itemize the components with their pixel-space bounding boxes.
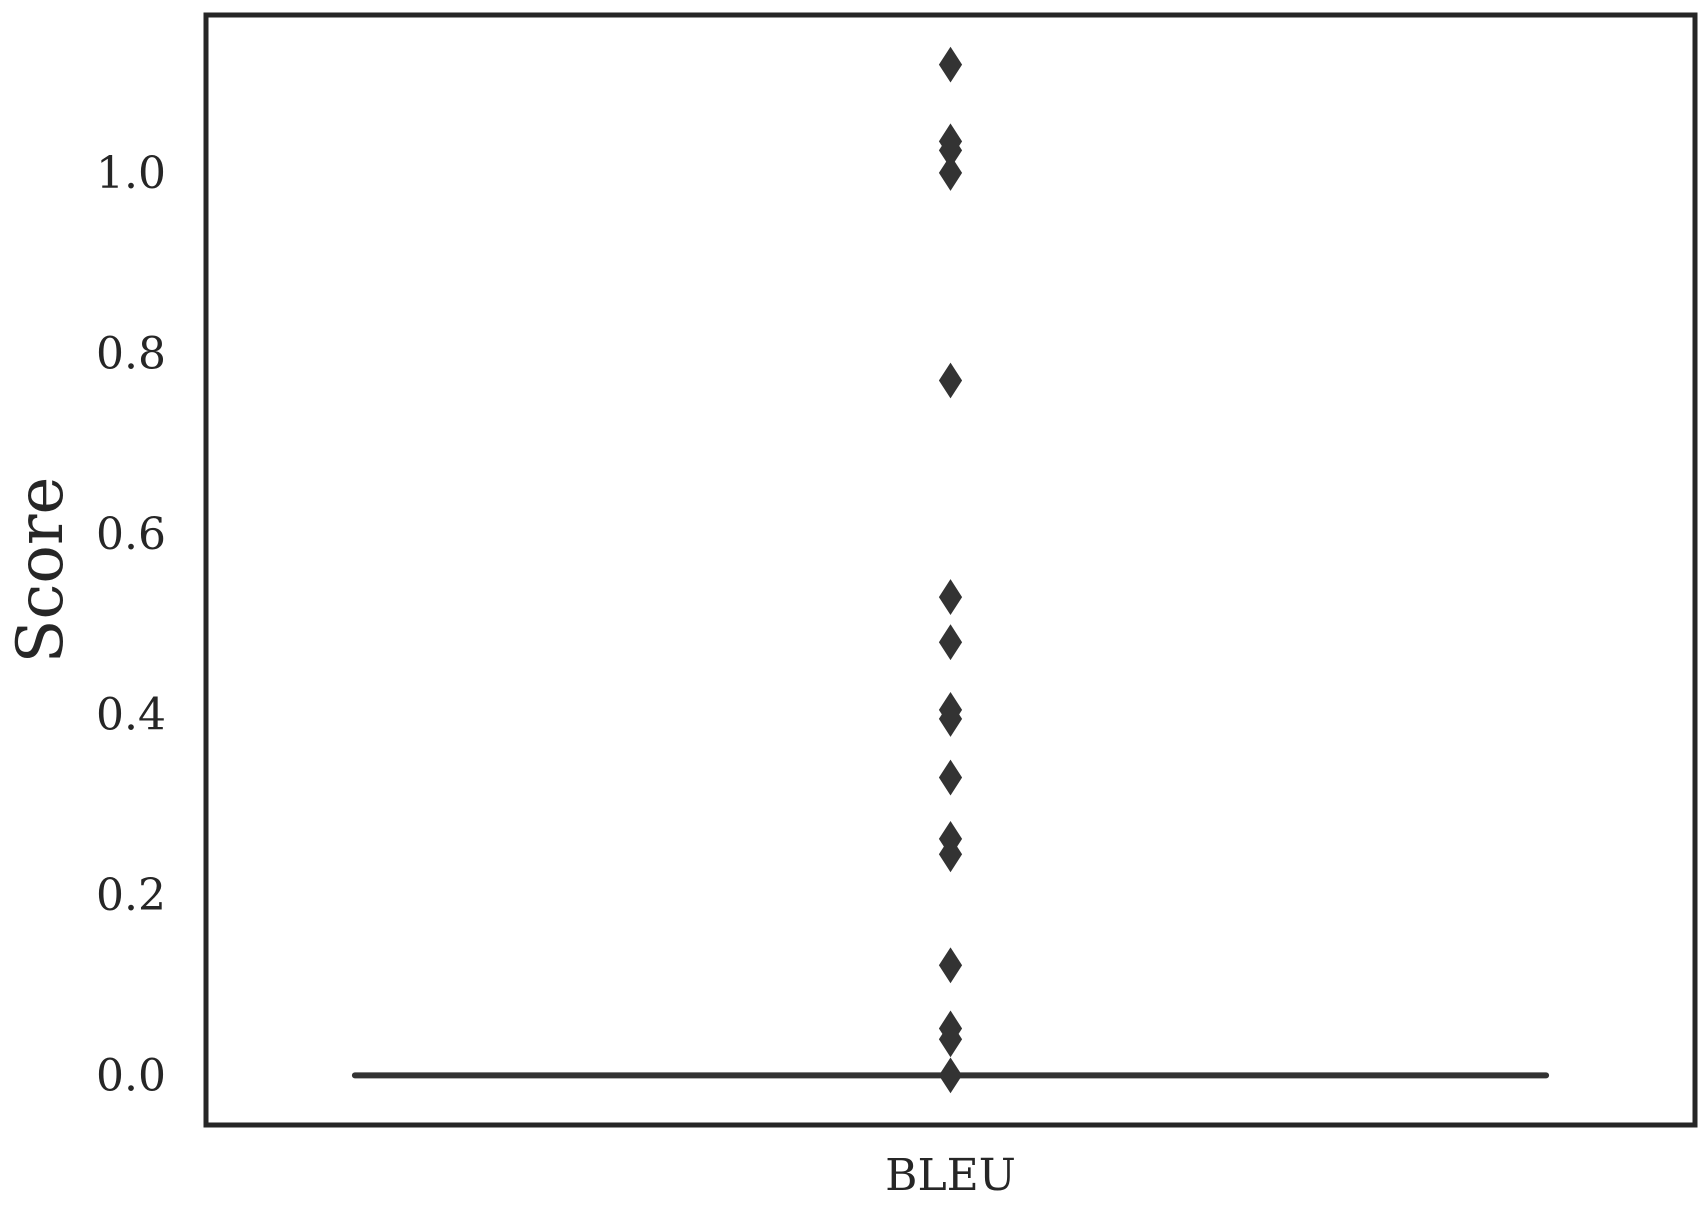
y-tick-label: 0.6: [96, 509, 166, 560]
outlier-series: [938, 46, 963, 1094]
y-tick-label: 0.4: [96, 689, 166, 740]
x-tick-label: BLEU: [885, 1150, 1016, 1201]
outlier-point: [938, 1057, 963, 1094]
outlier-point: [938, 155, 963, 191]
y-tick-label: 1.0: [96, 148, 166, 199]
outlier-point: [938, 836, 963, 873]
plot-frame: [203, 12, 1698, 1128]
x-axis-ticks: BLEU: [885, 1150, 1016, 1201]
y-tick-label: 0.2: [96, 870, 166, 921]
outlier-point: [938, 624, 963, 661]
y-tick-label: 0.8: [96, 328, 166, 379]
y-tick-label: 0.0: [96, 1050, 166, 1101]
outlier-point: [938, 700, 963, 737]
outlier-point: [938, 579, 963, 615]
y-axis-ticks: 0.0 0.2 0.4 0.6 0.8 1.0: [96, 148, 166, 1101]
outlier-point: [938, 362, 963, 399]
outlier-point: [938, 1021, 963, 1058]
outlier-point: [938, 947, 963, 984]
outlier-point: [938, 46, 963, 83]
outlier-point: [938, 759, 963, 796]
y-axis-label: Score: [4, 477, 78, 664]
